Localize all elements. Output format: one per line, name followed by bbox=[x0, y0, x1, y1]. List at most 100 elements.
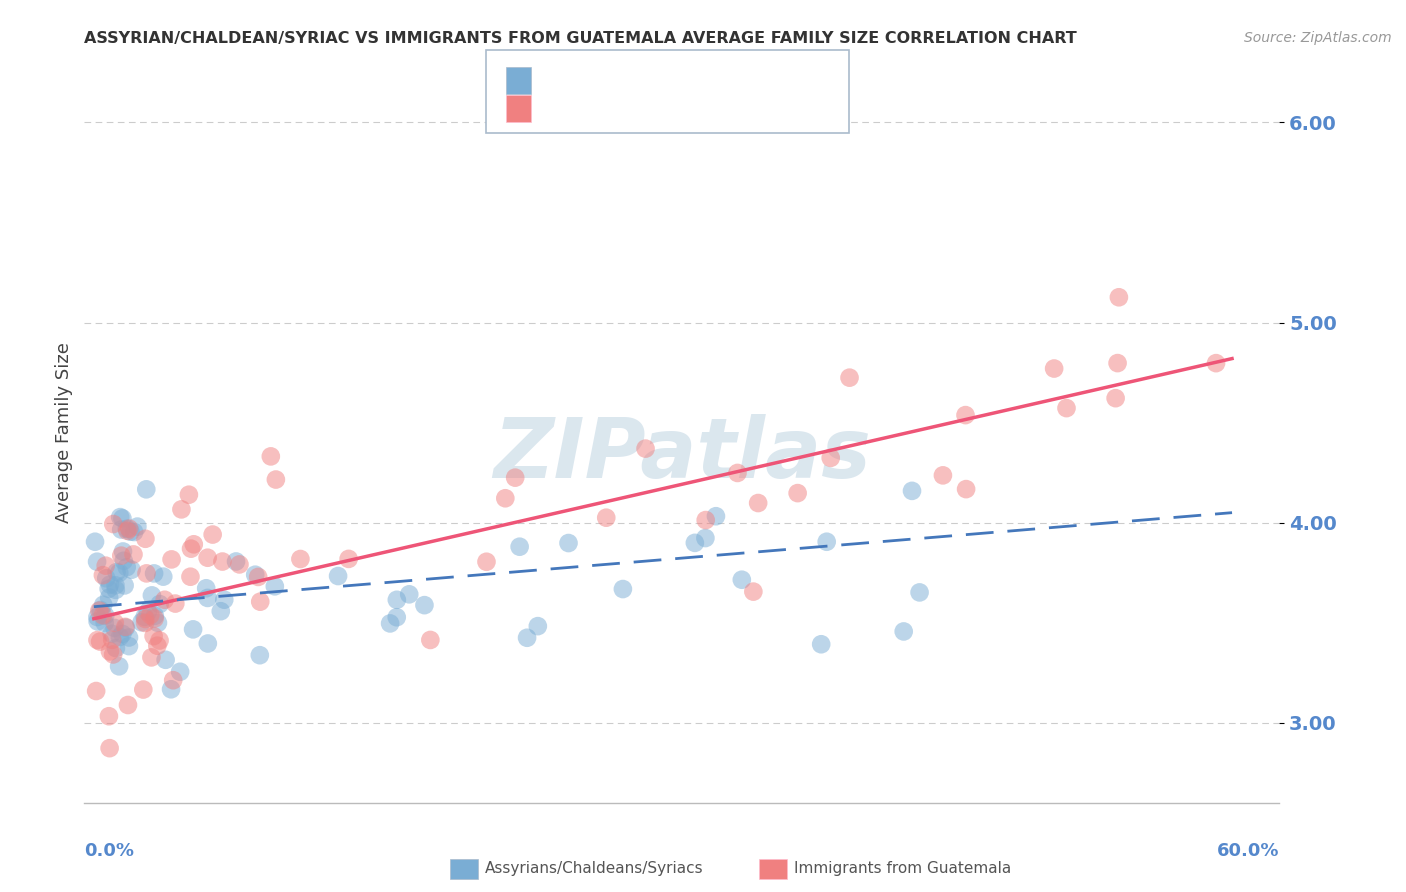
Point bbox=[100, 626, 122, 640]
Point bbox=[84, 534, 107, 549]
Point bbox=[146, 615, 169, 630]
Point bbox=[118, 639, 141, 653]
Point bbox=[731, 573, 754, 587]
Point bbox=[143, 608, 166, 623]
Point bbox=[197, 591, 219, 605]
Point bbox=[134, 615, 156, 630]
Point bbox=[742, 584, 765, 599]
Point bbox=[704, 509, 727, 524]
Point bbox=[683, 536, 706, 550]
Point bbox=[108, 630, 131, 644]
Point bbox=[104, 615, 127, 630]
Point bbox=[131, 615, 153, 630]
Point bbox=[97, 582, 120, 596]
Point bbox=[108, 566, 131, 580]
Point bbox=[136, 605, 159, 619]
Point bbox=[120, 524, 142, 539]
Point bbox=[134, 610, 156, 624]
Point bbox=[86, 610, 108, 624]
Point bbox=[815, 534, 838, 549]
Point bbox=[197, 636, 219, 650]
Point bbox=[245, 567, 267, 582]
Point bbox=[127, 519, 149, 533]
Point bbox=[117, 698, 139, 712]
Text: N =: N = bbox=[647, 71, 683, 89]
Point bbox=[413, 598, 436, 612]
Point bbox=[160, 682, 183, 697]
Point bbox=[337, 552, 360, 566]
Point bbox=[103, 516, 125, 531]
Point bbox=[148, 633, 170, 648]
Point bbox=[134, 612, 156, 626]
Point bbox=[201, 527, 224, 541]
Point bbox=[695, 531, 717, 545]
Point bbox=[143, 611, 166, 625]
Point bbox=[84, 684, 107, 698]
Text: Assyrians/Chaldeans/Syriacs: Assyrians/Chaldeans/Syriacs bbox=[485, 862, 703, 876]
Point bbox=[893, 624, 915, 639]
Text: N =: N = bbox=[647, 100, 683, 118]
Point bbox=[162, 673, 184, 688]
Point bbox=[385, 610, 408, 624]
Point bbox=[91, 608, 114, 623]
Text: 80: 80 bbox=[686, 71, 709, 89]
Point bbox=[160, 552, 183, 566]
Point bbox=[91, 568, 114, 582]
Text: 0.0%: 0.0% bbox=[84, 842, 135, 860]
Point bbox=[264, 473, 287, 487]
Point bbox=[228, 558, 250, 572]
Point bbox=[183, 537, 205, 551]
Point bbox=[134, 532, 156, 546]
Point bbox=[901, 483, 924, 498]
Point bbox=[135, 483, 157, 497]
Point bbox=[111, 627, 134, 641]
Point bbox=[214, 592, 236, 607]
Point bbox=[155, 653, 177, 667]
Point bbox=[170, 502, 193, 516]
Text: 60.0%: 60.0% bbox=[1218, 842, 1279, 860]
Point bbox=[132, 682, 155, 697]
Point bbox=[89, 634, 111, 648]
Point bbox=[118, 631, 141, 645]
Point bbox=[1104, 391, 1126, 405]
Point bbox=[398, 587, 420, 601]
Point bbox=[503, 470, 526, 484]
Point bbox=[247, 570, 270, 584]
Point bbox=[165, 597, 187, 611]
Point bbox=[98, 644, 121, 658]
Point bbox=[955, 482, 977, 496]
Point bbox=[111, 544, 134, 558]
Point bbox=[786, 486, 808, 500]
Point bbox=[108, 659, 131, 673]
Point bbox=[142, 629, 165, 643]
Point bbox=[908, 585, 931, 599]
Point bbox=[516, 631, 538, 645]
Point bbox=[135, 566, 157, 581]
Point bbox=[419, 632, 441, 647]
Text: R =: R = bbox=[546, 71, 582, 89]
Point bbox=[98, 591, 121, 605]
Point bbox=[169, 665, 191, 679]
Point bbox=[180, 541, 202, 556]
Point bbox=[115, 621, 138, 635]
Point bbox=[197, 550, 219, 565]
Text: 0.570: 0.570 bbox=[588, 100, 640, 118]
Point bbox=[153, 592, 176, 607]
Point bbox=[727, 466, 749, 480]
Point bbox=[112, 554, 135, 568]
Point bbox=[143, 566, 166, 581]
Point bbox=[104, 578, 127, 592]
Point bbox=[595, 510, 617, 524]
Point bbox=[612, 582, 634, 596]
Point bbox=[695, 513, 717, 527]
Point bbox=[634, 442, 657, 456]
Point bbox=[93, 615, 115, 630]
Point bbox=[1056, 401, 1078, 416]
Y-axis label: Average Family Size: Average Family Size bbox=[55, 343, 73, 523]
Point bbox=[181, 623, 204, 637]
Text: 0.188: 0.188 bbox=[588, 71, 640, 89]
Point bbox=[141, 650, 163, 665]
Point bbox=[94, 558, 117, 573]
Point bbox=[557, 536, 579, 550]
Point bbox=[509, 540, 531, 554]
